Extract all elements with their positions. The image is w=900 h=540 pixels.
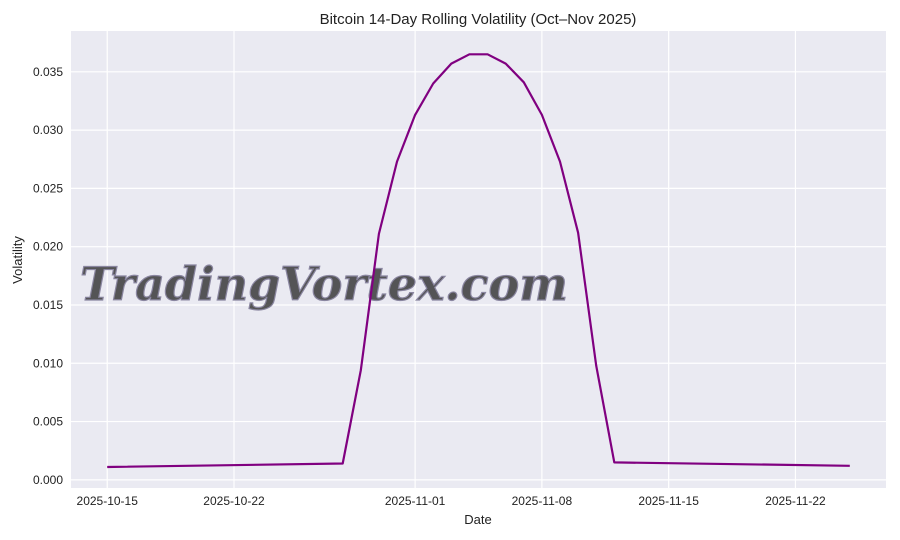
- y-tick-label: 0.035: [33, 65, 63, 79]
- x-tick-label: 2025-11-01: [385, 494, 446, 508]
- y-tick-label: 0.010: [33, 356, 63, 370]
- chart-title: Bitcoin 14-Day Rolling Volatility (Oct–N…: [320, 11, 637, 28]
- x-tick-label: 2025-11-22: [765, 494, 826, 508]
- y-tick-label: 0.020: [33, 240, 63, 254]
- y-tick-label: 0.030: [33, 123, 63, 137]
- volatility-line: [107, 53, 850, 469]
- y-tick-label: 0.005: [33, 415, 63, 429]
- y-tick-label: 0.025: [33, 181, 63, 195]
- y-axis-label: Volatility: [10, 236, 25, 284]
- x-tick-label: 2025-10-15: [77, 494, 139, 508]
- x-tick-label: 2025-11-08: [512, 494, 573, 508]
- plot-area: [71, 31, 886, 488]
- y-tick-label: 0.015: [33, 298, 63, 312]
- y-tick-label: 0.000: [33, 473, 63, 487]
- x-axis-label: Date: [464, 512, 491, 527]
- watermark-logo: TradingVortex.com: [80, 257, 568, 311]
- x-tick-label: 2025-11-15: [638, 494, 699, 508]
- x-tick-label: 2025-10-22: [203, 494, 265, 508]
